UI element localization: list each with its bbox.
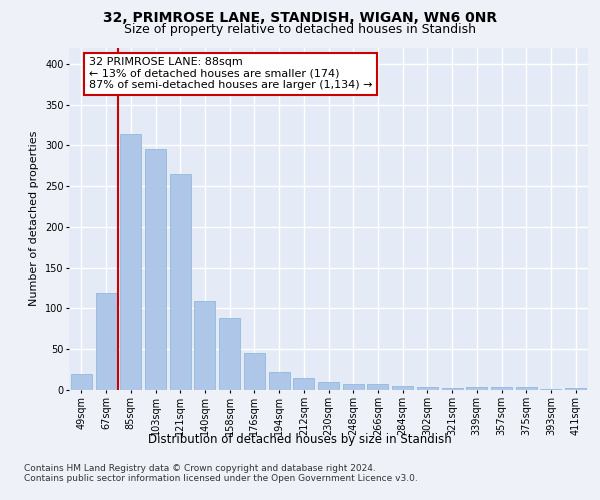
Bar xyxy=(565,388,586,390)
Bar xyxy=(120,134,141,390)
Bar xyxy=(269,372,290,390)
Bar xyxy=(367,384,388,390)
Y-axis label: Number of detached properties: Number of detached properties xyxy=(29,131,39,306)
Bar xyxy=(343,384,364,390)
Text: Distribution of detached houses by size in Standish: Distribution of detached houses by size … xyxy=(148,432,452,446)
Bar xyxy=(194,301,215,390)
Bar xyxy=(541,389,562,390)
Bar xyxy=(71,374,92,390)
Bar xyxy=(244,354,265,390)
Bar xyxy=(442,388,463,390)
Bar xyxy=(417,386,438,390)
Bar xyxy=(516,386,537,390)
Bar xyxy=(95,293,116,390)
Text: 32, PRIMROSE LANE, STANDISH, WIGAN, WN6 0NR: 32, PRIMROSE LANE, STANDISH, WIGAN, WN6 … xyxy=(103,11,497,25)
Bar xyxy=(491,386,512,390)
Text: Size of property relative to detached houses in Standish: Size of property relative to detached ho… xyxy=(124,22,476,36)
Bar xyxy=(392,386,413,390)
Bar xyxy=(466,386,487,390)
Text: Contains HM Land Registry data © Crown copyright and database right 2024.
Contai: Contains HM Land Registry data © Crown c… xyxy=(24,464,418,483)
Bar xyxy=(145,148,166,390)
Bar xyxy=(293,378,314,390)
Bar xyxy=(170,174,191,390)
Text: 32 PRIMROSE LANE: 88sqm
← 13% of detached houses are smaller (174)
87% of semi-d: 32 PRIMROSE LANE: 88sqm ← 13% of detache… xyxy=(89,58,372,90)
Bar xyxy=(219,318,240,390)
Bar xyxy=(318,382,339,390)
